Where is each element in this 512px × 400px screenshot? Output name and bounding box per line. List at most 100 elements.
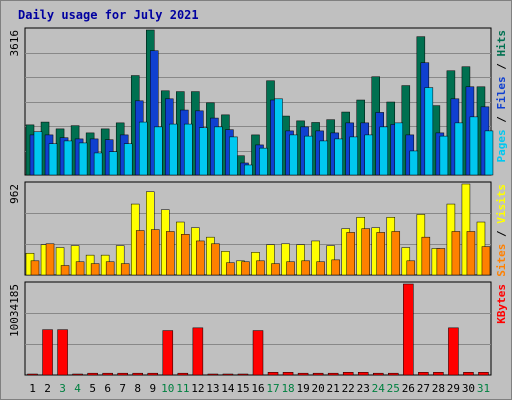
bar-visits	[281, 243, 290, 276]
bar-kbytes	[117, 372, 128, 376]
legend-item-hits: Hits	[495, 30, 508, 57]
bar-sites	[316, 261, 325, 276]
legend-item-visits: Visits	[495, 184, 508, 224]
bar-kbytes	[192, 327, 204, 376]
bar-pages	[304, 135, 313, 176]
x-tick-label: 31	[477, 382, 490, 395]
bar-kbytes	[237, 373, 249, 376]
bar-kbytes	[177, 372, 189, 376]
legend-visits-sites: Sites / Visits	[495, 184, 508, 277]
bar-sites	[241, 261, 250, 276]
bar-sites	[45, 243, 55, 276]
x-tick-label: 30	[462, 382, 475, 395]
bar-sites	[361, 228, 370, 276]
bar-pages	[394, 122, 404, 176]
y-max-label: 3616	[8, 30, 21, 57]
bar-kbytes	[222, 373, 234, 376]
legend-separator: /	[495, 224, 508, 244]
bar-kbytes	[403, 283, 414, 376]
bar-kbytes	[478, 372, 489, 376]
bar-kbytes	[463, 372, 474, 376]
bar-kbytes	[207, 373, 219, 376]
bar-sites	[166, 231, 175, 276]
bar-pages	[289, 134, 298, 176]
x-tick-label: 4	[74, 382, 81, 395]
bar-sites	[60, 265, 70, 276]
bar-kbytes	[312, 372, 324, 376]
bar-sites	[120, 263, 130, 276]
legend-item-kbytes: KBytes	[495, 284, 508, 324]
bar-visits	[311, 240, 320, 276]
bar-pages	[78, 142, 88, 176]
bar-sites	[90, 263, 100, 276]
bar-kbytes	[147, 372, 159, 376]
bar-pages	[319, 140, 328, 176]
x-tick-label: 13	[206, 382, 219, 395]
bar-kbytes	[388, 372, 399, 376]
x-tick-label: 3	[59, 382, 66, 395]
x-tick-label: 15	[236, 382, 249, 395]
bar-pages	[214, 126, 223, 176]
bar-pages	[364, 134, 373, 176]
x-tick-label: 2	[44, 382, 51, 395]
legend-separator: /	[495, 57, 508, 77]
x-axis-labels: 1 2 3 4 5 6 7 8 9 10 11 12 13 14 15 16 17 18 19 20 21 22 23 24 2…	[29, 382, 490, 395]
bar-kbytes	[132, 372, 143, 376]
bar-sites	[30, 260, 40, 276]
x-tick-label: 22	[342, 382, 355, 395]
bar-pages	[469, 116, 479, 176]
x-tick-label: 27	[417, 382, 430, 395]
bar-kbytes	[448, 327, 459, 376]
bar-sites	[211, 243, 220, 276]
y-max-label: 962	[8, 184, 21, 204]
chart-panels: 3616 Pages / Files / Hits 962 Sites / Visit…	[8, 27, 508, 376]
bar-pages	[424, 87, 434, 176]
bar-kbytes	[327, 372, 339, 376]
bar-pages	[33, 131, 43, 176]
bar-sites	[451, 231, 461, 276]
bar-kbytes	[42, 329, 53, 376]
x-tick-label: 6	[104, 382, 111, 395]
bar-kbytes	[297, 372, 309, 376]
y-max-label: 10034185	[8, 284, 21, 337]
legend-separator: /	[495, 110, 508, 130]
bar-pages	[484, 130, 494, 176]
bar-sites	[135, 230, 145, 276]
bar-sites	[376, 232, 385, 276]
bar-kbytes	[87, 372, 98, 376]
bar-visits	[266, 244, 275, 276]
x-tick-label: 23	[357, 382, 370, 395]
x-tick-label: 8	[134, 382, 141, 395]
x-tick-label: 24	[372, 382, 386, 395]
bar-sites	[151, 229, 160, 276]
bar-visits	[70, 245, 80, 276]
bar-kbytes	[162, 330, 174, 376]
legend-item-files: Files	[495, 76, 508, 109]
x-tick-label: 14	[221, 382, 235, 395]
x-tick-label: 18	[281, 382, 294, 395]
x-tick-label: 25	[387, 382, 400, 395]
bar-pages	[274, 98, 283, 176]
bar-pages	[93, 152, 103, 176]
bar-visits	[461, 183, 471, 276]
bar-pages	[169, 123, 178, 176]
bar-pages	[138, 121, 148, 176]
legend-item-pages: Pages	[495, 129, 508, 162]
bar-pages	[379, 126, 388, 176]
bar-kbytes	[357, 372, 369, 376]
bar-sites	[346, 232, 355, 276]
bar-sites	[436, 248, 446, 276]
bar-pages	[123, 143, 133, 176]
chart-title: Daily usage for July 2021	[18, 8, 199, 22]
bar-sites	[75, 261, 85, 276]
bar-kbytes	[72, 373, 83, 376]
bar-sites	[105, 261, 115, 276]
bar-sites	[421, 236, 431, 276]
x-tick-label: 20	[312, 382, 325, 395]
bar-pages	[48, 143, 58, 176]
bar-pages	[244, 164, 253, 176]
x-tick-label: 29	[447, 382, 460, 395]
legend-item-sites: Sites	[495, 244, 508, 277]
bar-kbytes	[57, 329, 68, 376]
